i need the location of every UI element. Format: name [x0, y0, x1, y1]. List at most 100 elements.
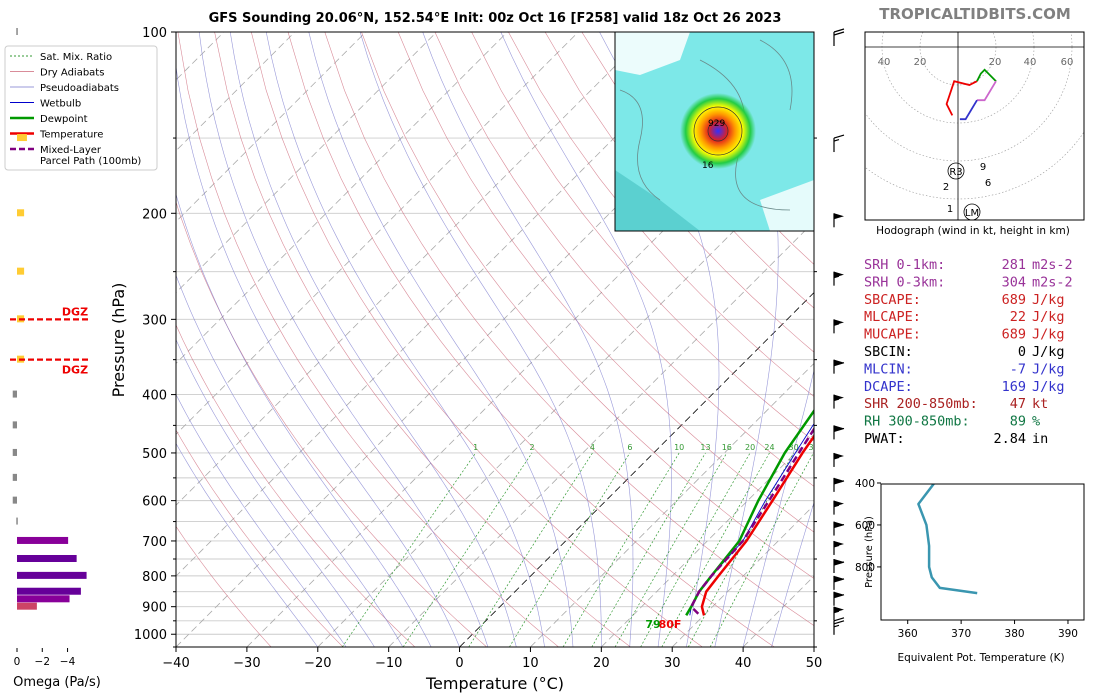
- wind-barb-pennant: [834, 521, 844, 528]
- moist-adiabat-line: [771, 501, 814, 647]
- wind-barb-half: [833, 323, 840, 326]
- omega-bar: [17, 571, 87, 579]
- isotherm-line: [176, 32, 579, 435]
- omega-bar: [12, 448, 17, 456]
- moist-adiabat-line: [176, 193, 432, 647]
- index-unit: J/kg: [1032, 344, 1065, 360]
- wind-barb: [833, 500, 844, 515]
- hodograph-trace-mid: [976, 68, 997, 82]
- index-value: 2.84: [993, 431, 1026, 447]
- thetae-xlabel: Equivalent Pot. Temperature (K): [897, 652, 1064, 664]
- mixing-ratio-label: 2: [530, 443, 535, 452]
- wind-barb-flag: [833, 480, 845, 485]
- omega-x-tick-label: 0: [14, 656, 21, 668]
- y-tick-label: 900: [142, 601, 167, 616]
- skewt-legend: Sat. Mix. Ratio Dry Adiabats Pseudoadiabat…: [4, 45, 158, 171]
- index-label: SRH 0-1km:: [864, 257, 945, 273]
- x-tick-label: −40: [162, 656, 189, 671]
- wind-barb: [833, 134, 845, 153]
- isotherm-line: [246, 79, 814, 647]
- thetae-y-tick-label: 400: [855, 478, 875, 490]
- index-value: 22: [1010, 309, 1026, 325]
- legend-label: Wetbulb: [40, 99, 81, 110]
- thetae-x-tick-label: 360: [898, 628, 918, 640]
- dry-adiabat-line: [508, 32, 814, 397]
- wind-barb-pennant: [834, 359, 844, 366]
- y-tick-label: 100: [142, 26, 167, 41]
- wind-barb-half: [833, 275, 840, 279]
- wind-barb: [833, 271, 844, 286]
- wind-barb-flag: [833, 28, 845, 33]
- wind-barb: [833, 540, 844, 555]
- index-label: DCAPE:: [864, 379, 913, 395]
- y-tick-label: 600: [142, 495, 167, 510]
- mixing-ratio-line: [468, 452, 593, 647]
- wind-barb: [833, 452, 844, 467]
- hodograph-point-label: 9: [980, 162, 986, 173]
- legend-label: Dewpoint: [40, 114, 88, 125]
- wind-barb-pennant: [834, 213, 844, 220]
- wind-barb-half: [833, 504, 840, 508]
- omega-bar: [12, 421, 17, 429]
- wind-barb: [833, 606, 844, 621]
- omega-bar: [17, 267, 25, 275]
- hodograph-trace-top: [959, 99, 978, 121]
- hodograph-marker-circle: [947, 162, 965, 180]
- dry-adiabat-line: [397, 32, 814, 533]
- index-unit: J/kg: [1032, 361, 1065, 377]
- wind-barb: [833, 28, 845, 46]
- wind-barb-pennant: [834, 394, 844, 401]
- index-label: MUCAPE:: [864, 327, 921, 343]
- mixing-ratio-label: 13: [700, 443, 710, 452]
- dry-adiabat-line: [214, 32, 631, 647]
- wind-barb-pennant: [834, 575, 844, 582]
- index-label: SRH 0-3km:: [864, 274, 945, 290]
- hodograph-point-label: R3: [949, 167, 962, 178]
- wind-barb-flag: [833, 578, 845, 583]
- y-tick-label: 200: [142, 207, 167, 222]
- wind-barb-pennant: [834, 452, 844, 459]
- isotherm-line: [671, 504, 814, 647]
- index-label: PWAT:: [864, 431, 905, 447]
- mixing-ratio-line: [687, 452, 794, 647]
- watermark: TROPICALTIDBITS.COM: [879, 5, 1071, 23]
- parcel-path-line: [690, 426, 814, 615]
- wind-barb-pennant: [834, 500, 844, 507]
- map-isobar-label: 16: [702, 161, 714, 171]
- y-tick-label: 1000: [134, 628, 167, 643]
- omega-bar: [17, 602, 37, 610]
- moist-adiabat-line: [176, 64, 460, 647]
- moist-adiabat-line: [714, 32, 779, 647]
- mixing-ratio-label: 30: [789, 443, 799, 452]
- mixing-ratio-line: [562, 452, 680, 647]
- omega-bar: [17, 587, 81, 595]
- sounding-indices: SRH 0-1km: 281 m2s-2 SRH 0-3km: 304 m2s-2 SBCA…: [864, 257, 1073, 447]
- legend-label: Mixed-Layer: [40, 145, 102, 156]
- index-label: SHR 200-850mb:: [864, 396, 978, 412]
- index-unit: J/kg: [1032, 327, 1065, 343]
- skewt-series: [685, 408, 814, 616]
- mixing-ratio-label: 16: [722, 443, 732, 452]
- index-unit: in: [1032, 431, 1048, 447]
- thetae-x-tick-label: 390: [1058, 628, 1078, 640]
- index-unit: %: [1032, 414, 1040, 430]
- wind-barb-flag: [833, 31, 845, 36]
- x-tick-label: −10: [375, 656, 402, 671]
- index-label: RH 300-850mb:: [864, 414, 970, 430]
- moist-adiabat-line: [265, 32, 545, 647]
- wind-barb-flag: [833, 523, 845, 529]
- dry-adiabat-line: [434, 32, 814, 487]
- omega-bar: [17, 134, 27, 142]
- index-unit: kt: [1032, 396, 1048, 412]
- wind-barb: [833, 213, 844, 228]
- wind-barb-pennant: [834, 606, 844, 613]
- wind-barb-pennant: [834, 558, 844, 565]
- omega-bar: [17, 209, 25, 217]
- wind-barb-pennant: [834, 319, 844, 326]
- moist-adiabat-line: [176, 393, 347, 647]
- wind-barb-flag: [833, 561, 845, 566]
- wind-barb-flag: [833, 620, 845, 625]
- index-unit: m2s-2: [1032, 257, 1073, 273]
- index-unit: m2s-2: [1032, 274, 1073, 290]
- index-value: 281: [1002, 257, 1026, 273]
